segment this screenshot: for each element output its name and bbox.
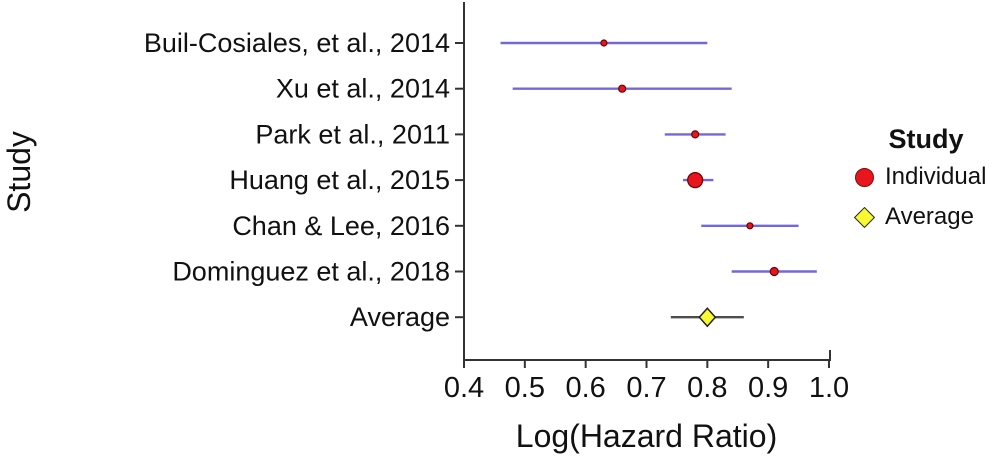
x-tick-label: 0.9: [748, 372, 788, 404]
legend-marker-cell: [851, 206, 877, 228]
average-diamond-icon: [853, 206, 875, 228]
point-marker: [687, 172, 704, 189]
study-label: Average: [350, 302, 450, 332]
x-tick-label: 0.7: [626, 372, 666, 404]
y-axis-title: Study: [1, 131, 37, 213]
legend-marker-cell: [851, 167, 877, 187]
study-label: Chan & Lee, 2016: [232, 211, 450, 241]
x-tick-label: 0.4: [444, 372, 484, 404]
individual-circle-icon: [854, 167, 874, 187]
average-marker: [698, 307, 717, 328]
study-label: Buil-Cosiales, et al., 2014: [144, 28, 450, 58]
x-tick-label: 0.8: [687, 372, 727, 404]
study-label: Xu et al., 2014: [276, 74, 450, 104]
point-marker: [769, 266, 779, 277]
legend: Study Individual Average: [851, 122, 1004, 232]
point-marker: [618, 84, 627, 93]
x-tick-label: 0.5: [505, 372, 545, 404]
x-axis-title: Log(Hazard Ratio): [516, 418, 777, 454]
point-marker: [746, 222, 754, 230]
legend-item-label: Individual: [885, 163, 987, 190]
legend-item-average: Average: [851, 202, 1004, 232]
study-label: Dominguez et al., 2018: [172, 257, 450, 287]
point-marker: [600, 39, 608, 47]
study-label: Huang et al., 2015: [229, 165, 450, 195]
legend-item-label: Average: [885, 203, 974, 230]
study-label: Park et al., 2011: [255, 119, 450, 149]
x-tick-label: 0.6: [566, 372, 606, 404]
point-marker: [691, 130, 700, 139]
legend-item-individual: Individual: [851, 162, 1004, 192]
legend-title: Study: [888, 124, 964, 154]
x-tick-label: 1.0: [809, 372, 849, 404]
